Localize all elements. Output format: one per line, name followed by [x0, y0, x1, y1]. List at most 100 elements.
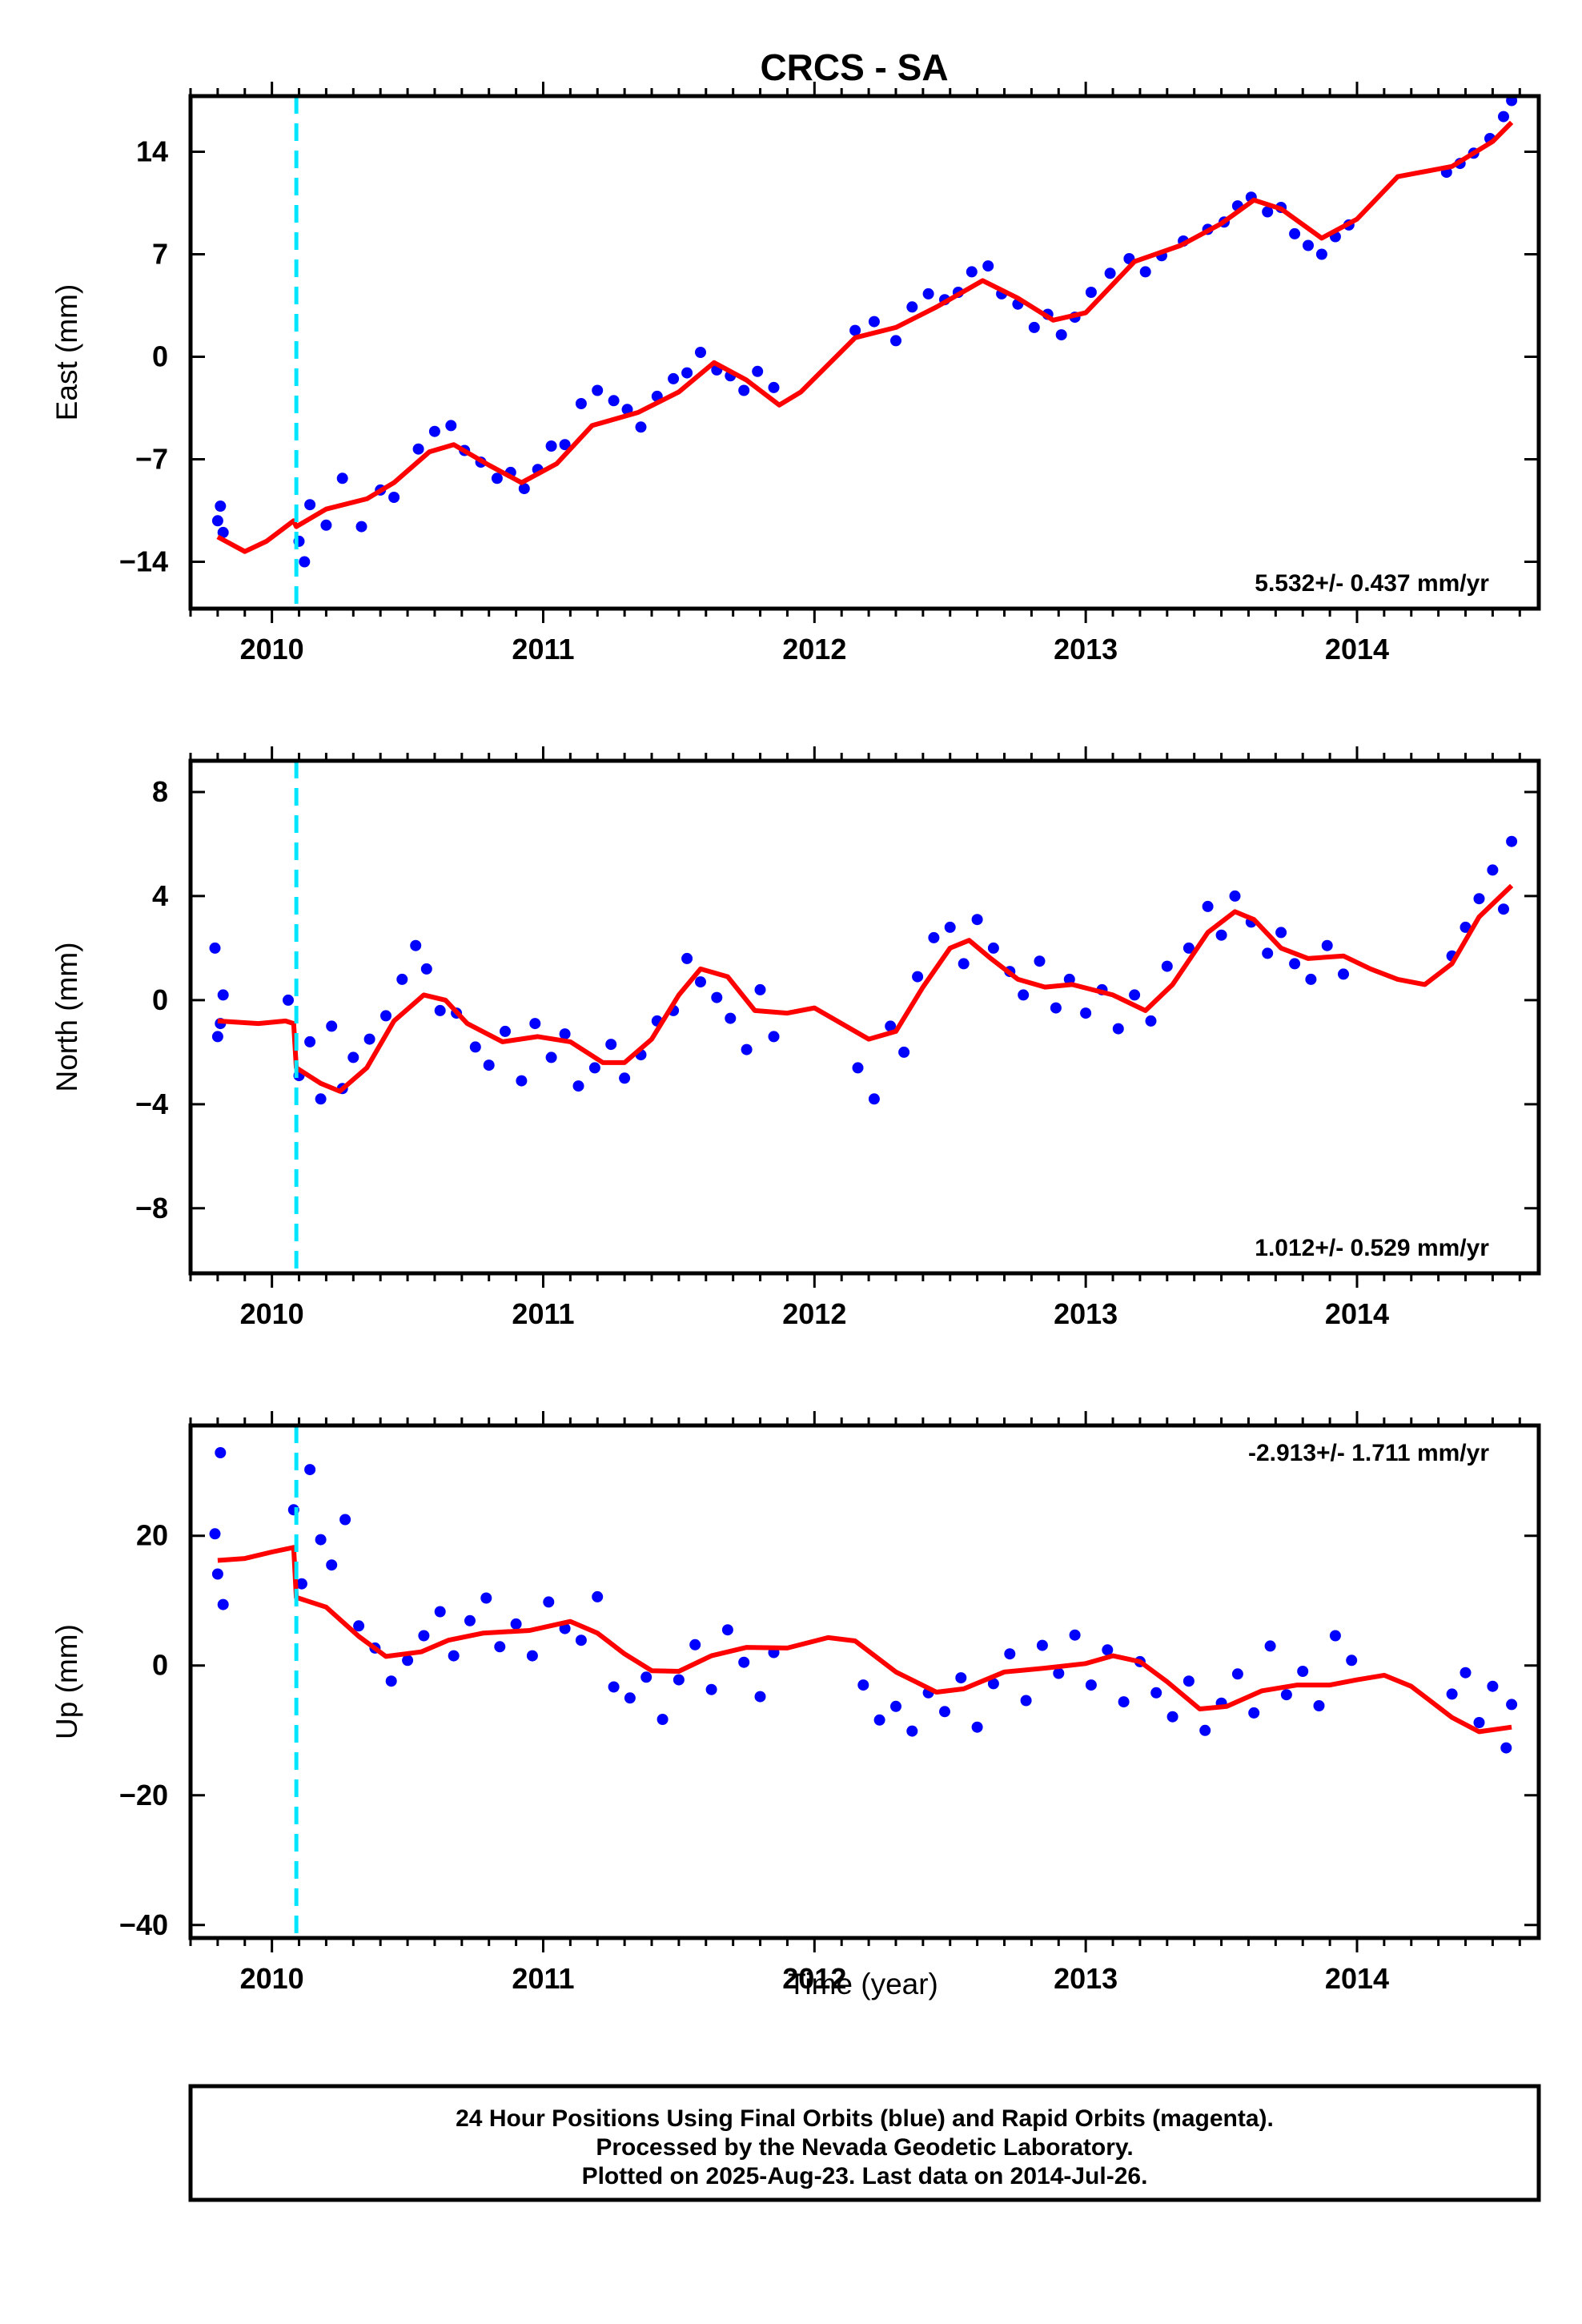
- east-x-tick-label: 2014: [1325, 633, 1389, 665]
- up-observation-dot: [326, 1559, 338, 1571]
- up-rate-label: -2.913+/- 1.711 mm/yr: [1248, 1440, 1489, 1466]
- east-observation-dot: [868, 316, 880, 328]
- up-observation-dot: [1085, 1679, 1097, 1691]
- north-observation-dot: [1202, 900, 1214, 912]
- north-observation-dot: [529, 1018, 541, 1030]
- east-observation-dot: [320, 519, 332, 531]
- east-observation-dot: [752, 365, 764, 377]
- north-observation-dot: [1063, 973, 1075, 985]
- up-observation-dot: [385, 1675, 397, 1687]
- north-observation-dot: [347, 1051, 359, 1063]
- up-observation-dot: [738, 1656, 750, 1668]
- up-observation-dot: [510, 1618, 522, 1630]
- up-observation-dot: [464, 1614, 476, 1626]
- north-observation-dot: [1321, 939, 1333, 951]
- up-observation-dot: [448, 1650, 460, 1662]
- up-observation-dot: [1446, 1688, 1458, 1700]
- up-observation-dot: [1346, 1655, 1358, 1667]
- up-observation-dot: [656, 1714, 669, 1725]
- east-observation-dot: [545, 440, 557, 452]
- up-observation-dot: [1506, 1699, 1518, 1711]
- up-observation-dot: [1166, 1711, 1178, 1723]
- up-observation-dot: [1069, 1629, 1081, 1641]
- north-observation-dot: [1129, 989, 1141, 1001]
- north-model-curve: [217, 883, 1514, 1094]
- up-observation-dot: [721, 1624, 733, 1636]
- east-y-tick-label: −7: [135, 442, 168, 475]
- north-observation-dot: [711, 991, 723, 1003]
- north-observation-dot: [1338, 968, 1349, 980]
- up-observation-dot: [906, 1725, 918, 1737]
- up-y-tick-label: 20: [136, 1519, 168, 1552]
- footer-box: 24 Hour Positions Using Final Orbits (bl…: [188, 2084, 1541, 2202]
- east-observation-dot: [906, 301, 918, 313]
- up-observation-dot: [402, 1655, 414, 1667]
- up-observation-dot: [1102, 1644, 1114, 1656]
- east-y-tick-label: −14: [119, 545, 168, 577]
- up-panel: 20 0 −20 −40 2010 2011 2012 2013 2014 Up (mm) -2…: [50, 1411, 1541, 1995]
- east-observation-dot: [1085, 287, 1097, 298]
- up-observation-dot: [640, 1671, 652, 1683]
- north-observation-dot: [483, 1059, 495, 1072]
- east-axis-ticks: 14 7 0 −7 −14 2010 2011 2012 2013 2014: [119, 82, 1539, 665]
- east-rate-label: 5.532+/- 0.437 mm/yr: [1255, 570, 1489, 597]
- east-observation-dot: [966, 266, 978, 278]
- north-observation-dot: [380, 1010, 391, 1022]
- north-observation-dot: [516, 1075, 528, 1087]
- north-x-tick-label: 2012: [782, 1297, 846, 1330]
- east-observation-dot: [355, 521, 367, 533]
- east-observation-dot: [1139, 266, 1151, 278]
- north-observation-dot: [1289, 958, 1301, 970]
- up-observation-dot: [339, 1514, 351, 1526]
- up-observation-dot: [1264, 1640, 1276, 1652]
- east-observation-dot: [575, 398, 587, 409]
- up-model-curve: [217, 1545, 1512, 1735]
- north-observation-dot: [868, 1093, 880, 1105]
- north-rate-label: 1.012+/- 0.529 mm/yr: [1255, 1235, 1489, 1261]
- north-observation-dot: [768, 1031, 780, 1043]
- north-observation-dot: [971, 914, 983, 926]
- north-observation-dot: [1262, 947, 1274, 959]
- up-observation-dot: [543, 1596, 555, 1608]
- east-observation-dot: [890, 335, 901, 347]
- east-observation-dot: [592, 384, 604, 396]
- east-observation-dot: [1262, 206, 1274, 218]
- north-x-tick-label: 2014: [1325, 1297, 1389, 1330]
- north-observation-dot: [217, 989, 229, 1001]
- north-observation-dot: [885, 1020, 897, 1032]
- east-observation-dot: [1498, 111, 1509, 123]
- up-observation-dot: [1182, 1675, 1195, 1687]
- north-observation-dot: [695, 976, 706, 988]
- north-y-tick-label: −4: [135, 1088, 168, 1120]
- north-observation-dot: [1080, 1007, 1092, 1019]
- north-observation-dot: [1229, 890, 1241, 902]
- up-observation-dot: [575, 1634, 587, 1647]
- north-observation-dot: [283, 994, 294, 1006]
- north-observation-dot: [987, 942, 999, 954]
- east-x-tick-label: 2011: [512, 633, 574, 665]
- north-observation-dot: [420, 963, 432, 975]
- up-observation-dot: [211, 1568, 223, 1580]
- up-observation-dot: [418, 1630, 430, 1642]
- north-observation-dot: [572, 1080, 584, 1092]
- north-observation-dot: [209, 942, 221, 954]
- north-observation-dot: [1473, 893, 1485, 905]
- east-observation-dot: [1028, 321, 1040, 333]
- up-x-tick-label: 2011: [512, 1962, 574, 1995]
- north-observation-dot: [605, 1039, 617, 1051]
- up-observation-dot: [673, 1674, 685, 1686]
- up-observation-dot: [689, 1638, 701, 1651]
- north-observation-dot: [1050, 1002, 1062, 1014]
- up-observation-dot: [526, 1650, 538, 1662]
- east-y-tick-label: 14: [136, 135, 168, 167]
- north-observation-dot: [912, 971, 924, 983]
- up-observation-dot: [434, 1606, 446, 1618]
- north-observation-dot: [410, 939, 422, 951]
- up-observation-dot: [1500, 1742, 1512, 1754]
- north-observation-dot: [725, 1012, 737, 1024]
- east-observation-dot: [304, 499, 316, 511]
- up-observation-dot: [353, 1620, 365, 1632]
- north-observation-dot: [1112, 1023, 1124, 1035]
